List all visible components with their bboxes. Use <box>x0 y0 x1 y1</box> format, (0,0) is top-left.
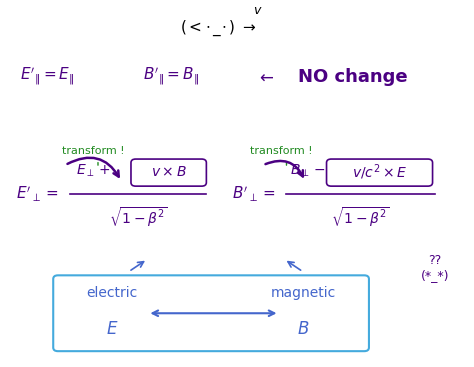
Text: $E$: $E$ <box>106 320 118 338</box>
Text: (*_*): (*_*) <box>420 269 449 282</box>
Text: NO change: NO change <box>298 68 408 86</box>
Text: $E_\perp +$: $E_\perp +$ <box>76 163 110 179</box>
Text: $\sqrt{1-\beta^2}$: $\sqrt{1-\beta^2}$ <box>109 206 167 229</box>
Text: $B_\perp -$: $B_\perp -$ <box>290 163 325 179</box>
FancyBboxPatch shape <box>131 159 206 186</box>
Text: ??: ?? <box>428 254 442 268</box>
Text: transform !: transform ! <box>62 146 125 156</box>
Text: $v$: $v$ <box>254 4 263 17</box>
Text: $B'_{\|} = B_{\|}$: $B'_{\|} = B_{\|}$ <box>143 66 199 87</box>
Text: $v \times B$: $v \times B$ <box>151 166 187 179</box>
Text: transform !: transform ! <box>250 146 313 156</box>
Text: $B$: $B$ <box>297 320 309 338</box>
Text: $E'_\perp =$: $E'_\perp =$ <box>16 185 58 204</box>
Text: $B'_\perp =$: $B'_\perp =$ <box>232 185 275 204</box>
Text: $\sqrt{1-\beta^2}$: $\sqrt{1-\beta^2}$ <box>331 206 390 229</box>
Text: $(<\!\cdot\_\!\cdot)\ \rightarrow$: $(<\!\cdot\_\!\cdot)\ \rightarrow$ <box>180 18 256 38</box>
Text: magnetic: magnetic <box>270 286 336 300</box>
Text: $\leftarrow$: $\leftarrow$ <box>256 68 274 86</box>
FancyBboxPatch shape <box>327 159 433 186</box>
Text: $v/c^2 \times E$: $v/c^2 \times E$ <box>352 163 407 182</box>
Text: $E'_{\|} = E_{\|}$: $E'_{\|} = E_{\|}$ <box>20 66 75 87</box>
FancyBboxPatch shape <box>53 275 369 351</box>
Text: electric: electric <box>86 286 138 300</box>
